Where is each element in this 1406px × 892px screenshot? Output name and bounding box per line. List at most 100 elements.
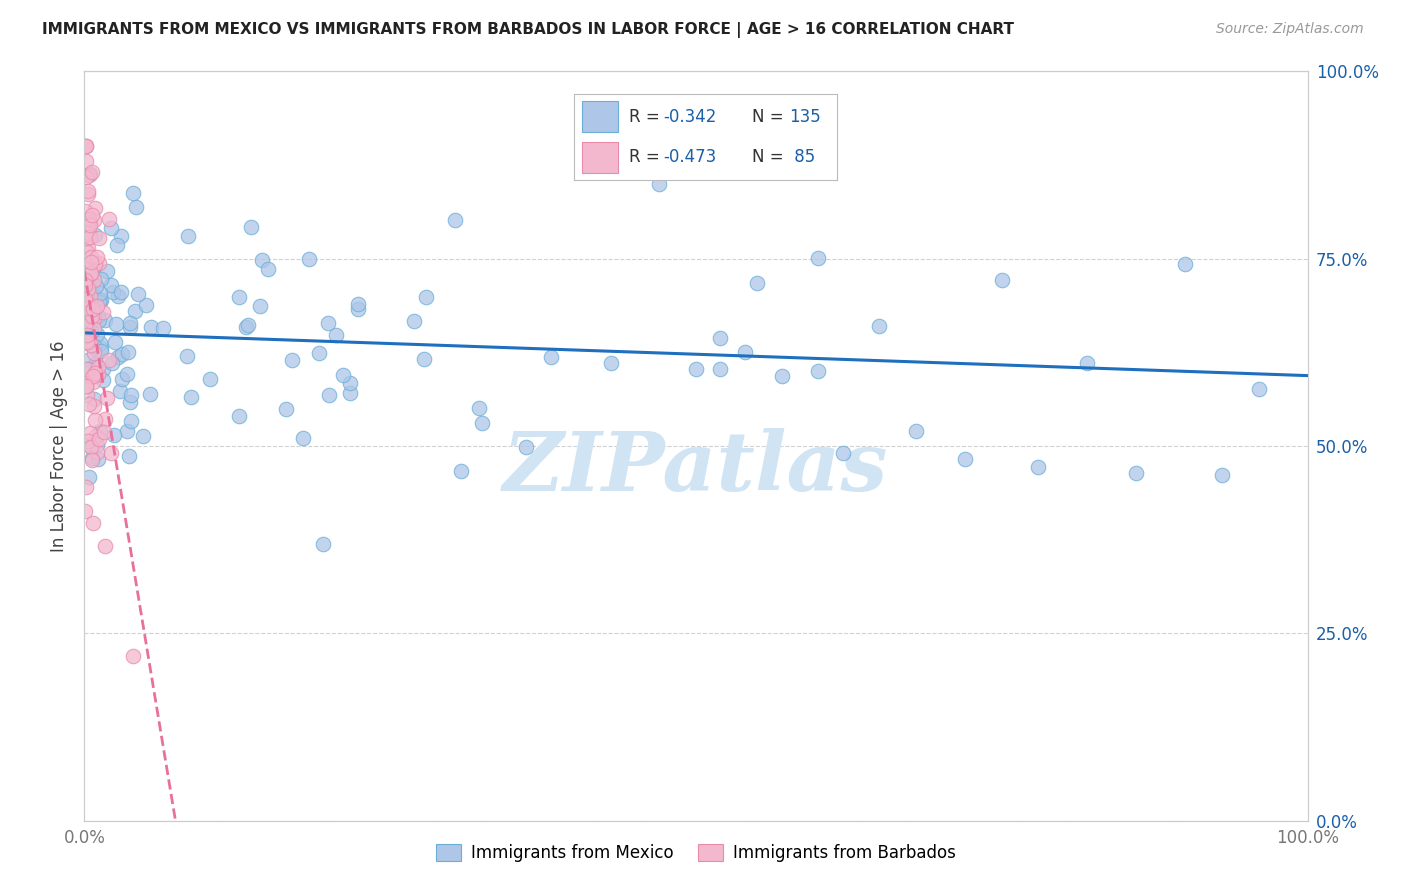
Point [103,428,125,442]
Point [94,539,117,553]
Point [139,320,162,334]
Point [110,285,132,300]
Point [80,283,103,297]
Point [91,373,114,387]
Point [87,368,110,382]
Point [90,271,112,285]
Point [84,356,107,370]
Point [76,244,98,259]
Point [82,376,104,390]
Point [83,399,105,413]
Point [82,516,104,530]
Point [312,537,335,551]
Point [450,464,472,478]
Point [444,212,467,227]
Point [98,211,121,226]
Point [1076,356,1098,370]
Point [332,368,354,382]
Point [515,440,537,454]
Point [831,445,853,459]
Point [79,267,101,281]
Point [100,221,122,235]
Point [76,304,98,318]
Point [991,273,1014,287]
Point [77,241,100,255]
Point [84,428,107,442]
Point [325,328,347,343]
Point [120,413,142,427]
Point [79,270,101,285]
Point [347,302,370,317]
Point [347,297,370,311]
Point [110,229,132,244]
Point [87,359,110,374]
Point [87,230,110,244]
Point [107,350,129,364]
Point [87,433,110,447]
Legend: Immigrants from Mexico, Immigrants from Barbados: Immigrants from Mexico, Immigrants from … [429,837,963,869]
Point [75,309,97,323]
Point [108,384,131,398]
Point [96,391,118,405]
Point [94,313,117,327]
Point [80,255,103,269]
Point [869,318,891,333]
Point [339,376,361,390]
Point [76,335,98,350]
Point [292,431,315,445]
Point [86,326,108,341]
Point [124,304,146,318]
Point [83,392,105,406]
Point [93,425,115,439]
Point [118,394,141,409]
Point [648,177,671,191]
Point [75,139,97,153]
Y-axis label: In Labor Force | Age > 16: In Labor Force | Age > 16 [51,340,69,552]
Point [953,452,976,467]
Point [76,388,98,402]
Point [98,352,121,367]
Point [77,168,100,182]
Point [75,379,97,393]
Point [122,648,145,663]
Text: Source: ZipAtlas.com: Source: ZipAtlas.com [1216,22,1364,37]
Point [75,278,97,293]
Point [75,303,97,318]
Point [122,186,145,200]
Point [308,346,330,360]
Point [79,301,101,316]
Point [84,201,107,215]
Point [257,262,280,277]
Point [84,279,107,293]
Point [91,362,114,376]
Point [87,313,110,327]
Point [117,345,139,359]
Point [250,253,273,268]
Text: IMMIGRANTS FROM MEXICO VS IMMIGRANTS FROM BARBADOS IN LABOR FORCE | AGE > 16 COR: IMMIGRANTS FROM MEXICO VS IMMIGRANTS FRO… [42,22,1014,38]
Point [75,480,97,494]
Point [77,362,100,376]
Point [176,349,198,363]
Point [318,388,340,402]
Point [76,297,98,311]
Point [75,261,97,276]
Point [77,216,100,230]
Point [228,290,250,304]
Point [80,453,103,467]
Point [80,266,103,280]
Point [86,444,108,458]
Point [87,367,110,381]
Point [79,289,101,303]
Point [82,165,104,179]
Point [79,278,101,293]
Point [412,351,434,366]
Point [80,440,103,454]
Point [77,184,100,198]
Point [76,282,98,296]
Point [709,331,731,345]
Point [83,227,105,242]
Point [104,318,127,332]
Point [75,139,97,153]
Point [80,450,103,465]
Point [76,434,98,449]
